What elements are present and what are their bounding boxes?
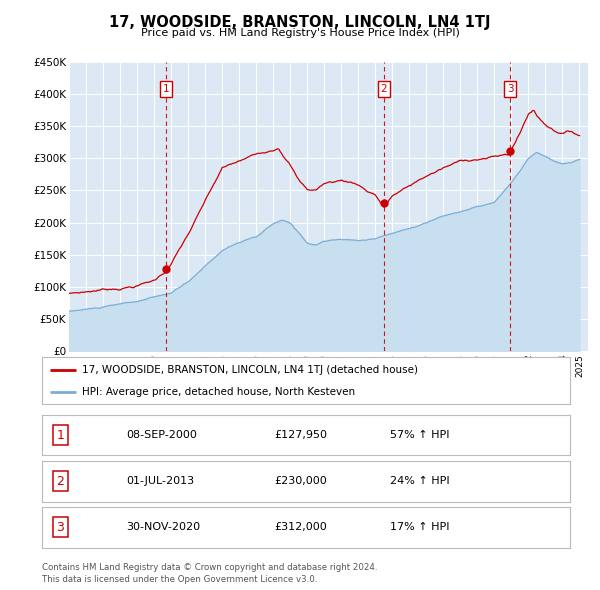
Text: 57% ↑ HPI: 57% ↑ HPI: [391, 431, 450, 440]
Text: 1: 1: [56, 429, 64, 442]
Text: 3: 3: [56, 521, 64, 534]
Text: 2: 2: [56, 475, 64, 488]
Text: 24% ↑ HPI: 24% ↑ HPI: [391, 477, 450, 486]
Text: 3: 3: [507, 84, 514, 94]
Text: £127,950: £127,950: [274, 431, 328, 440]
Text: Price paid vs. HM Land Registry's House Price Index (HPI): Price paid vs. HM Land Registry's House …: [140, 28, 460, 38]
Text: £312,000: £312,000: [274, 523, 327, 532]
Text: HPI: Average price, detached house, North Kesteven: HPI: Average price, detached house, Nort…: [82, 388, 355, 397]
Text: This data is licensed under the Open Government Licence v3.0.: This data is licensed under the Open Gov…: [42, 575, 317, 584]
Text: £230,000: £230,000: [274, 477, 327, 486]
Text: 17% ↑ HPI: 17% ↑ HPI: [391, 523, 450, 532]
Text: 08-SEP-2000: 08-SEP-2000: [127, 431, 197, 440]
Text: 30-NOV-2020: 30-NOV-2020: [127, 523, 200, 532]
Text: 01-JUL-2013: 01-JUL-2013: [127, 477, 194, 486]
Text: 2: 2: [380, 84, 387, 94]
Text: 17, WOODSIDE, BRANSTON, LINCOLN, LN4 1TJ (detached house): 17, WOODSIDE, BRANSTON, LINCOLN, LN4 1TJ…: [82, 365, 418, 375]
Text: 17, WOODSIDE, BRANSTON, LINCOLN, LN4 1TJ: 17, WOODSIDE, BRANSTON, LINCOLN, LN4 1TJ: [109, 15, 491, 30]
Text: 1: 1: [163, 84, 169, 94]
Text: Contains HM Land Registry data © Crown copyright and database right 2024.: Contains HM Land Registry data © Crown c…: [42, 563, 377, 572]
